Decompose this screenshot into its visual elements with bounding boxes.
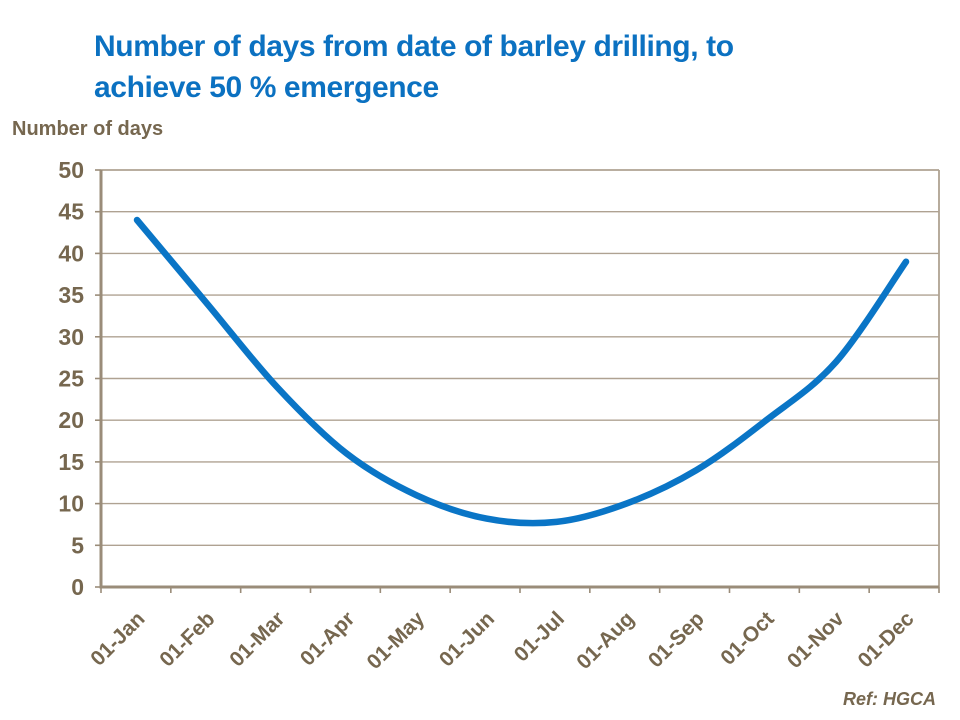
x-tick-label: 01-Feb: [155, 607, 219, 671]
x-tick-label: 01-Mar: [225, 607, 289, 671]
y-tick-label: 40: [58, 240, 84, 266]
chart-title: Number of days from date of barley drill…: [94, 26, 834, 109]
chart-title-line1: Number of days from date of barley drill…: [94, 30, 734, 63]
x-tick-label: 01-Dec: [854, 607, 919, 672]
x-tick-label: 01-Aug: [572, 607, 639, 674]
y-tick-label: 35: [58, 282, 84, 308]
x-tick-label: 01-Oct: [716, 607, 778, 669]
y-tick-label: 10: [58, 491, 84, 517]
x-tick-label: 01-May: [363, 607, 430, 674]
y-axis-title: Number of days: [12, 118, 164, 140]
x-tick-label: 01-Jan: [86, 607, 149, 670]
x-tick-label: 01-Jul: [510, 607, 569, 666]
x-tick-label: 01-Sep: [644, 607, 709, 672]
x-tick-label: 01-Nov: [783, 607, 849, 673]
y-tick-label: 5: [71, 532, 84, 558]
x-tick-label: 01-Jun: [435, 607, 499, 671]
x-tick-label: 01-Apr: [296, 607, 359, 670]
y-tick-label: 50: [58, 157, 84, 183]
y-tick-label: 30: [58, 324, 84, 350]
y-tick-label: 0: [71, 574, 84, 600]
y-tick-label: 15: [58, 449, 84, 475]
y-tick-label: 45: [58, 199, 84, 225]
y-tick-label: 20: [58, 407, 84, 433]
chart-title-line2: achieve 50 % emergence: [94, 71, 439, 105]
y-tick-label: 25: [58, 366, 84, 392]
reference-note: Ref: HGCA: [843, 689, 936, 709]
emergence-curve: [133, 216, 910, 527]
